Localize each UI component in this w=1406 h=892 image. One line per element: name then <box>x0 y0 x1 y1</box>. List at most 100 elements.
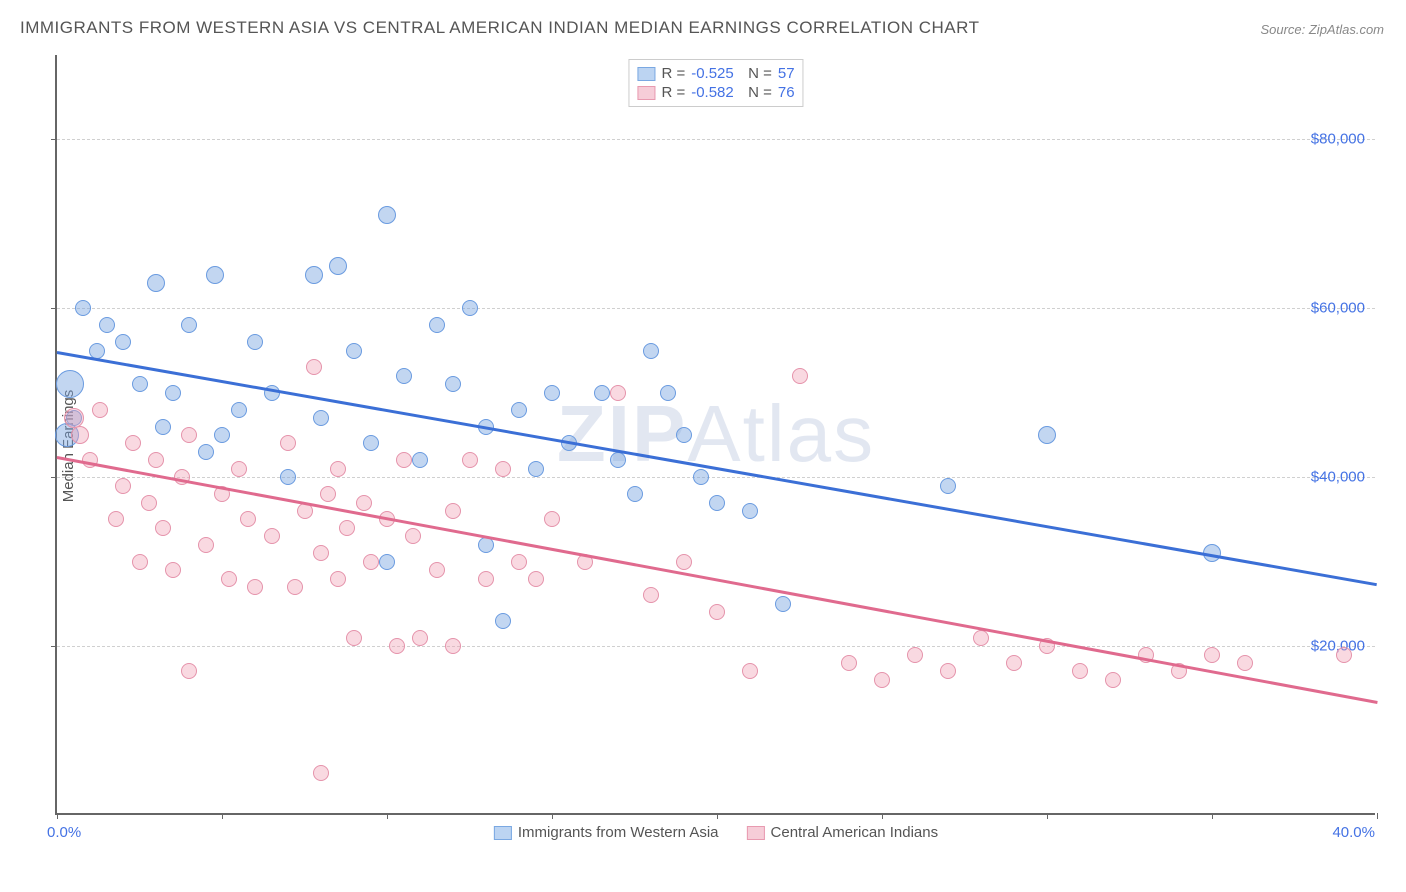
x-tick <box>882 813 883 819</box>
legend-item-0: Immigrants from Western Asia <box>494 824 719 841</box>
data-point <box>396 368 412 384</box>
data-point <box>75 300 91 316</box>
legend-item-1: Central American Indians <box>747 824 939 841</box>
data-point <box>1237 655 1253 671</box>
data-point <box>396 452 412 468</box>
data-point <box>148 452 164 468</box>
data-point <box>287 579 303 595</box>
data-point <box>330 461 346 477</box>
gridline <box>57 139 1375 140</box>
plot-area: ZIPAtlas R = -0.525 N = 57 R = -0.582 N … <box>55 55 1375 815</box>
y-tick <box>51 477 57 478</box>
data-point <box>627 486 643 502</box>
data-point <box>363 554 379 570</box>
data-point <box>115 478 131 494</box>
data-point <box>346 343 362 359</box>
data-point <box>643 343 659 359</box>
data-point <box>115 334 131 350</box>
data-point <box>330 571 346 587</box>
data-point <box>247 334 263 350</box>
data-point <box>594 385 610 401</box>
x-tick <box>1377 813 1378 819</box>
data-point <box>1038 426 1056 444</box>
data-point <box>528 461 544 477</box>
legend-swatch-0 <box>494 826 512 840</box>
y-tick-label: $80,000 <box>1311 131 1365 148</box>
data-point <box>709 495 725 511</box>
data-point <box>544 385 560 401</box>
data-point <box>405 528 421 544</box>
data-point <box>280 469 296 485</box>
data-point <box>389 638 405 654</box>
data-point <box>462 300 478 316</box>
data-point <box>141 495 157 511</box>
data-point <box>231 461 247 477</box>
data-point <box>132 376 148 392</box>
data-point <box>940 478 956 494</box>
swatch-0 <box>637 67 655 81</box>
data-point <box>125 435 141 451</box>
data-point <box>313 545 329 561</box>
x-tick <box>1212 813 1213 819</box>
data-point <box>240 511 256 527</box>
data-point <box>198 444 214 460</box>
gridline <box>57 477 1375 478</box>
data-point <box>320 486 336 502</box>
data-point <box>1105 672 1121 688</box>
data-point <box>511 402 527 418</box>
legend-label-1: Central American Indians <box>771 824 939 841</box>
gridline <box>57 646 1375 647</box>
stats-row-0: R = -0.525 N = 57 <box>637 64 794 83</box>
data-point <box>1006 655 1022 671</box>
stats-row-1: R = -0.582 N = 76 <box>637 83 794 102</box>
data-point <box>693 469 709 485</box>
gridline <box>57 308 1375 309</box>
data-point <box>940 663 956 679</box>
data-point <box>792 368 808 384</box>
data-point <box>214 427 230 443</box>
data-point <box>165 385 181 401</box>
y-tick <box>51 139 57 140</box>
data-point <box>165 562 181 578</box>
data-point <box>378 206 396 224</box>
data-point <box>775 596 791 612</box>
data-point <box>841 655 857 671</box>
data-point <box>462 452 478 468</box>
data-point <box>528 571 544 587</box>
data-point <box>907 647 923 663</box>
data-point <box>329 257 347 275</box>
chart-container: IMMIGRANTS FROM WESTERN ASIA VS CENTRAL … <box>0 0 1406 892</box>
data-point <box>356 495 372 511</box>
data-point <box>247 579 263 595</box>
data-point <box>305 266 323 284</box>
data-point <box>511 554 527 570</box>
data-point <box>676 427 692 443</box>
data-point <box>108 511 124 527</box>
data-point <box>71 426 89 444</box>
x-tick <box>222 813 223 819</box>
data-point <box>56 370 84 398</box>
data-point <box>429 317 445 333</box>
x-axis-max-label: 40.0% <box>1332 824 1375 841</box>
data-point <box>132 554 148 570</box>
data-point <box>709 604 725 620</box>
data-point <box>495 613 511 629</box>
data-point <box>181 317 197 333</box>
data-point <box>280 435 296 451</box>
data-point <box>429 562 445 578</box>
data-point <box>198 537 214 553</box>
legend-label-0: Immigrants from Western Asia <box>518 824 719 841</box>
watermark-light: Atlas <box>687 389 875 478</box>
data-point <box>313 410 329 426</box>
data-point <box>231 402 247 418</box>
data-point <box>181 663 197 679</box>
data-point <box>643 587 659 603</box>
data-point <box>742 503 758 519</box>
data-point <box>181 427 197 443</box>
x-tick <box>552 813 553 819</box>
data-point <box>660 385 676 401</box>
data-point <box>363 435 379 451</box>
source-label: Source: ZipAtlas.com <box>1260 22 1384 37</box>
data-point <box>313 765 329 781</box>
swatch-1 <box>637 86 655 100</box>
